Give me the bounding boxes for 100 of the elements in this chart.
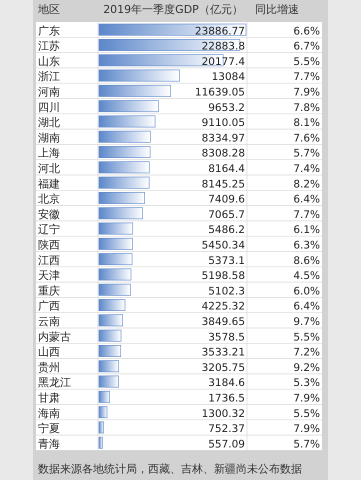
y-tick-label: 贵州 [38,360,60,374]
y-tick-label: 甘肃 [38,392,60,404]
y-tick-label: 浙江 [38,70,60,84]
y-tick-label: 天津 [38,269,60,282]
y-tick-label: 安徽 [38,208,60,221]
data-label: 8308.28 [202,148,245,160]
data-label: 8334.97 [202,132,245,144]
text: 6.4% [293,300,320,313]
y-tick-label: 重庆 [38,284,60,298]
data-label: 3184.6 [208,377,246,390]
y-tick-label: 山西 [38,346,60,359]
y-tick-label: 北京 [38,192,60,206]
data-label: 11639.05 [194,86,245,98]
data-label: 9110.05 [202,117,245,130]
text: 8.6% [293,254,320,267]
y-tick-label: 云南 [38,315,60,328]
bar [98,100,159,112]
data-label: 13084 [212,71,246,84]
bar [98,376,119,388]
data-label: 4225.32 [202,300,245,313]
bar [98,406,108,418]
bar [98,330,122,342]
text: 6.6% [293,25,320,38]
text: 7.2% [293,346,320,359]
text: 7.7% [293,208,320,221]
y-tick-label: 广西 [38,300,60,313]
y-tick-label: 福建 [38,177,60,190]
y-tick-label: 内蒙古 [38,330,71,344]
bar [98,176,150,189]
data-label: 8164.4 [208,163,246,175]
y-tick-label: 辽宁 [38,223,60,236]
data-label: 7409.6 [208,194,246,206]
data-label: 3533.21 [202,346,245,359]
data-label: 1736.5 [208,392,245,404]
data-label: 5198.58 [202,270,245,282]
text: 6.3% [293,240,320,252]
y-axis-title: 地区 [37,3,60,16]
y-tick-label: 宁夏 [38,422,60,436]
y-tick-label: 河北 [38,162,60,175]
text: 6.7% [293,40,320,53]
text: 7.9% [293,423,320,436]
text: 5.5% [293,331,320,344]
data-label: 7065.7 [208,208,245,221]
y-tick-label: 河南 [38,86,60,98]
text: 4.5% [293,270,320,282]
text: 5.5% [293,408,320,420]
chart-title: 2019年一季度GDP（亿元） [103,3,243,16]
data-label: 1300.32 [202,408,245,420]
text: 9.7% [293,316,320,328]
bar [98,192,145,204]
data-label: 23886.77 [194,25,245,38]
bar [98,284,131,296]
bar [98,222,134,234]
bar [98,268,132,280]
text: 5.3% [293,377,320,390]
data-label: 9653.2 [208,102,245,114]
text: 6.1% [293,224,320,236]
y-tick-label: 湖北 [38,116,60,130]
y-tick-label: 广东 [38,24,60,38]
data-label: 752.37 [208,423,245,436]
bar [98,360,120,372]
y-tick-label: 黑龙江 [38,376,71,390]
text: 7.6% [293,132,320,144]
bar [98,84,171,97]
bar [98,314,123,326]
data-label: 3578.5 [208,331,245,344]
bar [98,238,133,250]
y-tick-label: 海南 [38,406,60,420]
bar [98,146,150,158]
text: 6.4% [293,194,320,206]
bar [98,70,180,82]
data-label: 5373.1 [208,254,245,267]
text: 7.9% [293,86,320,98]
text: 数据来源各地统计局，西藏、吉林、新疆尚未公布数据 [38,462,302,476]
y-tick-label: 青海 [38,437,60,450]
data-label: 5486.2 [208,224,245,236]
bar [98,161,150,174]
bar [98,390,110,403]
bar [98,116,156,128]
bar [98,253,132,266]
data-label: 557.09 [208,438,245,450]
data-label: 8145.25 [202,178,245,190]
text: 7.7% [293,71,320,84]
text: 7.9% [293,392,320,404]
bar [98,422,104,434]
bar [98,299,126,311]
bar [98,345,122,357]
bar [98,24,246,36]
text: 5.5% [293,56,320,68]
y-tick-label: 陕西 [38,238,60,252]
text: 8.1% [293,117,320,130]
text: 5.7% [293,438,320,450]
text: 9.2% [293,362,320,374]
text: 同比增速 [255,3,299,16]
text: 7.4% [293,163,320,175]
text: 7.8% [293,102,320,114]
data-label: 5102.3 [208,285,245,298]
text: 6.0% [293,285,320,298]
y-tick-label: 江苏 [38,40,60,53]
data-label: 5450.34 [202,240,246,252]
